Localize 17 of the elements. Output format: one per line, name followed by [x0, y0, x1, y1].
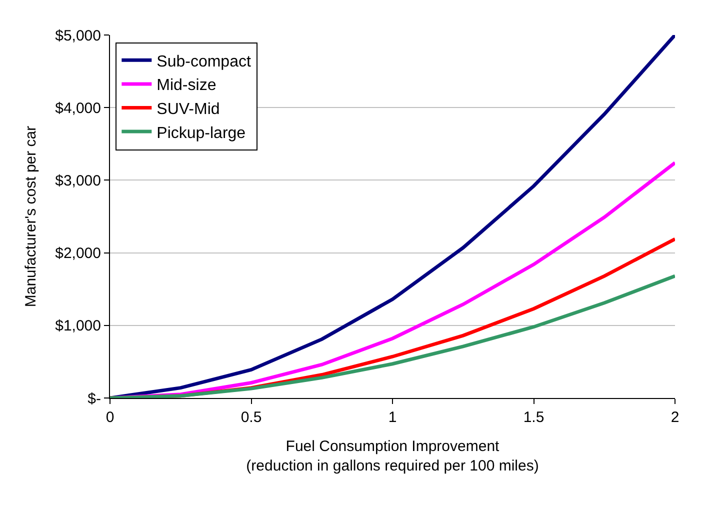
x-tick-label: 0: [106, 409, 114, 426]
x-tick-label: 0.5: [240, 409, 262, 426]
y-axis-title: Manufacturer's cost per car: [22, 126, 40, 308]
y-tick-label: $5,000: [55, 27, 101, 44]
y-tick-label: $3,000: [55, 172, 101, 190]
x-tick-label: 1: [388, 409, 397, 426]
y-tick-label: $4,000: [55, 100, 101, 117]
y-tick-label: $1,000: [55, 318, 101, 335]
x-tick-label: 2: [670, 409, 680, 426]
legend-label: SUV-Mid: [156, 101, 220, 118]
y-tick-label: $2,000: [55, 245, 101, 262]
x-tick-label: 1.5: [523, 409, 544, 426]
y-tick-label: $-: [88, 390, 101, 408]
x-axis-title: Fuel Consumption Improvement (reduction in gallons required per 100 miles): [246, 438, 539, 474]
legend-label: Sub-compact: [156, 53, 252, 70]
legend-label: Mid-size: [156, 77, 216, 94]
legend-label: Pickup-large: [156, 124, 246, 142]
